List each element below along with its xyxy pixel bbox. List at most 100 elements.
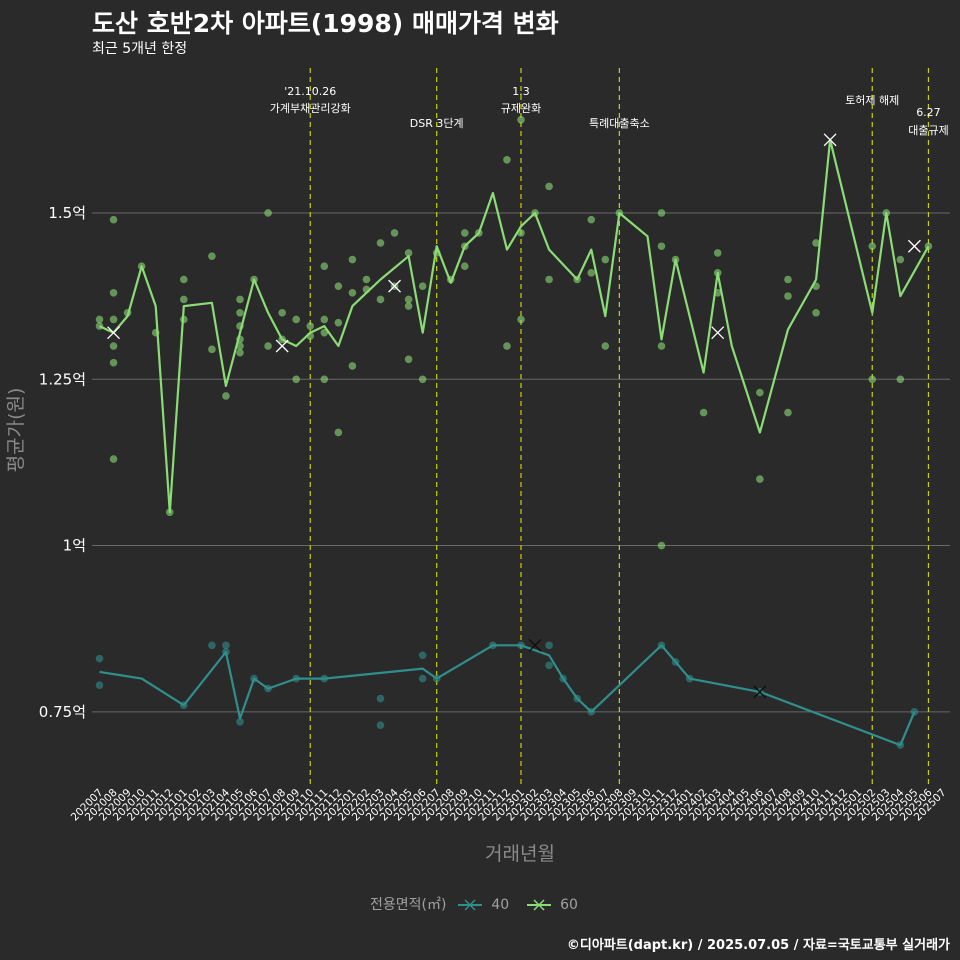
- cross-stroke: [107, 326, 121, 340]
- point-60: [95, 322, 104, 330]
- point-60: [657, 541, 666, 550]
- point-60: [601, 342, 610, 350]
- point-60: [208, 252, 216, 261]
- legend-title: 전용면적(㎡): [370, 897, 447, 913]
- point-60: [236, 348, 244, 357]
- point-60: [292, 375, 301, 384]
- point-60: [109, 455, 118, 463]
- point-60: [404, 295, 413, 304]
- point-40: [545, 661, 553, 670]
- y-tick-label: 1.25억: [39, 370, 86, 388]
- legend-key-60: [526, 899, 551, 911]
- series-60: [95, 116, 933, 550]
- point-60: [278, 308, 286, 317]
- y-axis-title: 평균가(원): [5, 388, 27, 473]
- point-60: [376, 295, 385, 304]
- point-60: [461, 229, 469, 237]
- point-60: [348, 255, 357, 264]
- event-label-0-1: 가계부채관리강화: [270, 102, 351, 115]
- point-60: [180, 295, 188, 304]
- price-chart: 0.75억 1억 1.25억 1.5억 20200720200820200920201…: [5, 68, 950, 865]
- point-60: [348, 288, 357, 297]
- point-60: [236, 295, 244, 304]
- legend: 전용면적(㎡) 40 60: [0, 894, 960, 914]
- point-60: [334, 428, 343, 437]
- series-line-40: [99, 644, 916, 747]
- point-60: [404, 355, 413, 364]
- point-60: [517, 116, 525, 124]
- point-60: [292, 315, 301, 324]
- y-tick-labels: 0.75억 1억 1.25억 1.5억: [39, 204, 86, 721]
- point-40: [376, 694, 385, 703]
- point-60: [713, 249, 722, 257]
- series-line-60: [99, 138, 930, 514]
- point-60: [109, 215, 118, 224]
- point-60: [95, 315, 104, 324]
- cross-marker-60: [107, 326, 121, 340]
- cross-stroke: [388, 279, 402, 293]
- point-60: [784, 408, 792, 417]
- point-60: [320, 375, 329, 384]
- point-60: [756, 475, 764, 483]
- legend-key-40: [457, 899, 482, 911]
- event-label-5-1: 대출규제: [908, 124, 948, 137]
- legend-label-60: 60: [560, 897, 578, 913]
- point-60: [503, 155, 511, 164]
- point-60: [896, 375, 905, 384]
- point-60: [236, 308, 244, 317]
- point-60: [756, 388, 764, 397]
- series-40: [95, 638, 919, 749]
- point-60: [264, 342, 272, 350]
- event-label-4-0: 토허제 해제: [845, 93, 899, 107]
- point-60: [545, 275, 553, 284]
- point-40: [236, 718, 244, 726]
- point-40: [545, 641, 553, 650]
- event-label-2-0: 1.3: [512, 85, 530, 98]
- point-60: [784, 292, 792, 300]
- event-label-3-0: 특례대출축소: [589, 117, 650, 130]
- page-subtitle: 최근 5개년 한정: [92, 41, 188, 57]
- y-tick-label: 1.5억: [48, 204, 86, 222]
- y-tick-label: 0.75억: [39, 703, 86, 721]
- event-label-1-0: DSR 3단계: [410, 117, 464, 130]
- cross-stroke: [711, 326, 725, 340]
- legend-label-40: 40: [491, 897, 510, 913]
- event-label-5-0: 6.27: [916, 106, 941, 119]
- cross-marker-40: [753, 685, 767, 699]
- x-axis-title: 거래년월: [485, 843, 555, 865]
- cross-stroke: [753, 685, 767, 699]
- point-60: [699, 408, 708, 417]
- point-60: [109, 315, 118, 324]
- point-60: [657, 209, 666, 217]
- point-60: [320, 262, 329, 270]
- point-60: [657, 342, 666, 350]
- event-label-0-0: '21.10.26: [284, 85, 336, 98]
- point-60: [404, 302, 413, 310]
- point-60: [657, 242, 666, 251]
- cross-stroke: [528, 638, 542, 652]
- point-60: [109, 358, 118, 367]
- cross-marker-40: [528, 638, 542, 652]
- point-60: [418, 375, 427, 384]
- point-60: [461, 262, 469, 270]
- point-40: [222, 641, 230, 650]
- event-lines: [309, 68, 930, 785]
- point-60: [320, 315, 329, 324]
- cross-marker-60: [388, 279, 402, 293]
- point-60: [109, 288, 118, 297]
- point-40: [376, 721, 385, 729]
- point-60: [601, 255, 610, 264]
- point-60: [418, 282, 427, 290]
- point-60: [812, 239, 820, 247]
- point-60: [306, 322, 315, 330]
- cross-stroke: [275, 339, 289, 353]
- point-60: [180, 275, 188, 284]
- point-60: [348, 362, 357, 370]
- cross-marker-60: [907, 239, 921, 253]
- point-40: [95, 681, 104, 690]
- event-label-2-1: 규제완화: [501, 102, 541, 115]
- y-tick-label: 1억: [63, 537, 86, 555]
- point-60: [503, 342, 511, 350]
- point-60: [784, 275, 792, 284]
